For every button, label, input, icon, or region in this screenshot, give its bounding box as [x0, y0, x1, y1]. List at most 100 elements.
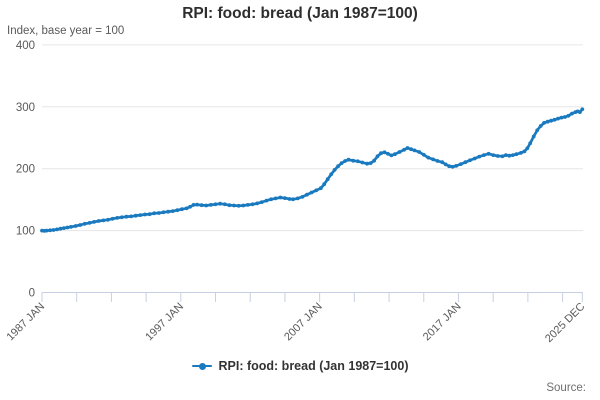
data-point [82, 221, 87, 226]
data-point [73, 224, 78, 228]
data-point [322, 182, 327, 187]
data-point [426, 155, 431, 160]
data-point [477, 154, 482, 159]
data-point [580, 107, 585, 112]
source-label: Source: [546, 382, 586, 394]
data-point [246, 203, 250, 207]
x-tick-label: 2025 DEC [543, 301, 587, 345]
data-line[interactable] [40, 107, 584, 233]
series-dot-icon [198, 362, 206, 370]
data-point [355, 159, 360, 164]
data-point [44, 228, 49, 233]
data-point [273, 196, 278, 201]
data-point [372, 158, 376, 163]
data-point [213, 202, 218, 207]
data-point [522, 149, 527, 154]
data-point [283, 196, 287, 201]
data-point [188, 204, 193, 209]
data-point [563, 115, 567, 119]
y-tick-label: 300 [16, 102, 35, 114]
data-point [180, 207, 184, 212]
data-point [435, 159, 440, 163]
data-point [332, 168, 337, 172]
data-point [101, 218, 106, 223]
data-point [195, 202, 200, 207]
data-point [222, 202, 227, 207]
data-point [379, 151, 383, 156]
data-point [129, 214, 134, 219]
data-point [570, 111, 574, 116]
data-point [69, 225, 73, 229]
data-point [450, 164, 455, 169]
data-point [486, 151, 491, 156]
x-tick-label: 2017 JAN [421, 301, 464, 344]
data-point [218, 201, 223, 206]
data-point [368, 161, 373, 166]
x-tick-label: 2007 JAN [282, 301, 325, 344]
data-point [351, 158, 356, 163]
data-point [291, 197, 295, 202]
data-point [339, 161, 344, 166]
legend-item-rpi-bread[interactable]: RPI: food: bread (Jan 1987=100) [191, 359, 409, 373]
data-point [482, 153, 486, 158]
data-point [96, 219, 101, 223]
data-point [538, 124, 543, 128]
data-point [143, 212, 147, 217]
data-point [417, 150, 422, 154]
data-point [287, 197, 292, 201]
data-point [58, 226, 63, 231]
data-point [421, 152, 426, 157]
data-point [409, 147, 413, 152]
data-point [305, 192, 309, 197]
data-point [133, 213, 138, 218]
data-point [440, 160, 445, 165]
data-point [62, 226, 66, 231]
legend-label: RPI: food: bread (Jan 1987=100) [218, 359, 409, 373]
data-point [552, 117, 557, 122]
y-tick-label: 0 [29, 288, 35, 300]
data-point [227, 203, 232, 208]
data-point [405, 146, 410, 150]
data-point [318, 186, 323, 191]
data-point [55, 227, 59, 232]
data-point [463, 160, 468, 165]
data-point [232, 203, 236, 208]
data-point [170, 209, 175, 214]
data-point [87, 221, 92, 225]
data-point [458, 162, 463, 167]
data-point [110, 216, 115, 221]
data-point [566, 113, 571, 118]
data-point [329, 172, 334, 177]
data-point [255, 201, 260, 206]
data-point [264, 198, 269, 203]
data-point [525, 146, 530, 151]
data-point [325, 177, 330, 182]
data-point [65, 225, 70, 230]
x-tick-label: 1987 JAN [4, 301, 47, 344]
data-point [545, 119, 550, 124]
data-point [343, 159, 347, 163]
data-point [495, 154, 500, 158]
data-point [531, 134, 536, 139]
data-point [346, 157, 351, 162]
data-point [412, 148, 417, 153]
data-point [124, 214, 129, 219]
data-point [468, 158, 472, 163]
data-point [443, 162, 448, 167]
data-point [556, 116, 560, 121]
data-point [504, 153, 508, 158]
data-point [51, 228, 56, 232]
data-point [549, 118, 553, 123]
data-point [431, 157, 435, 162]
data-point [375, 154, 380, 159]
data-point [491, 153, 496, 158]
y-axis-unit-label: Index, base year = 100 [7, 25, 125, 37]
data-point [514, 152, 519, 157]
data-point [397, 150, 402, 154]
data-point [528, 141, 533, 146]
data-point [106, 217, 110, 222]
data-point [519, 151, 523, 155]
data-point [507, 153, 512, 158]
data-point [295, 196, 300, 201]
